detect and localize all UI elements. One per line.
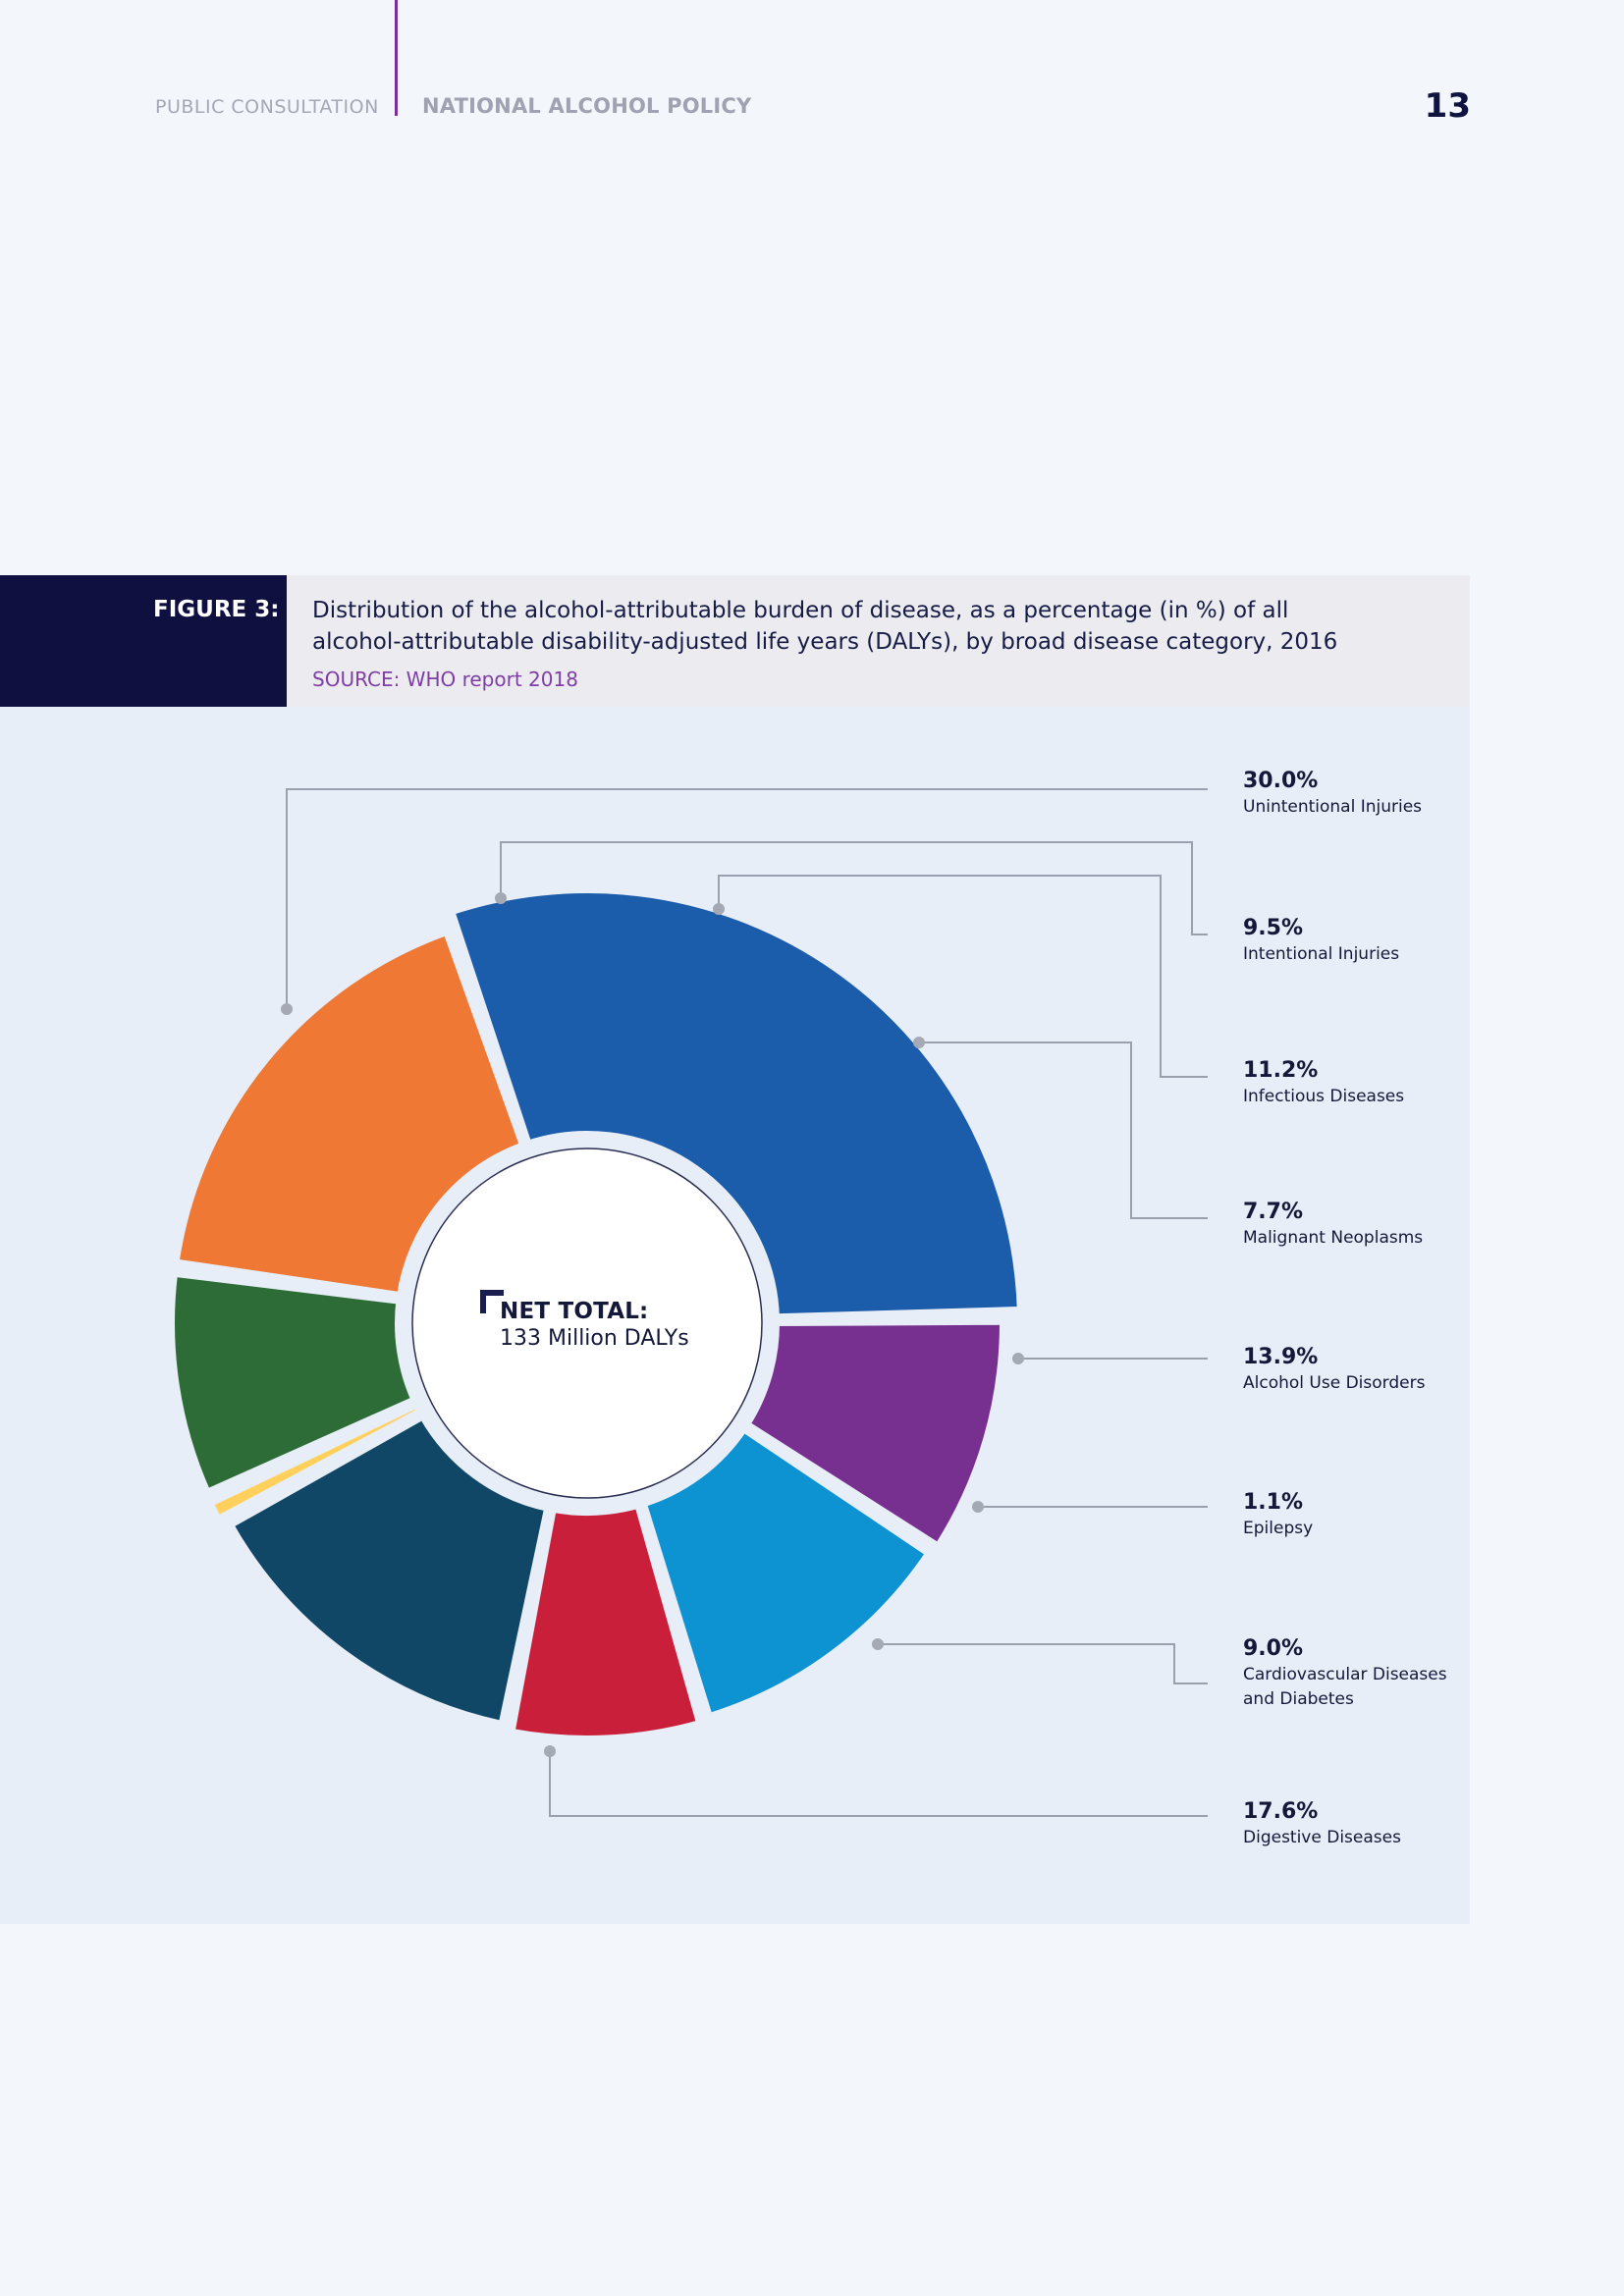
donut-slice-digestive-diseases xyxy=(171,927,528,1301)
legend-label: Digestive Diseases xyxy=(1243,1828,1401,1847)
donut-slice-epilepsy xyxy=(205,1400,425,1524)
leader-dot-malignant-neoplasms xyxy=(913,1037,925,1048)
legend-value: 9.5% xyxy=(1243,916,1304,940)
legend-item-unintentional-injuries: 30.0% Unintentional Injuries xyxy=(1243,768,1469,820)
legend-item-infectious-diseases: 11.2% Infectious Diseases xyxy=(1243,1057,1469,1109)
leader-line-unintentional-injuries xyxy=(286,788,1208,1009)
leader-line-intentional-injuries xyxy=(500,841,1208,935)
legend-label: Intentional Injuries xyxy=(1243,944,1400,964)
legend-value: 11.2% xyxy=(1243,1058,1319,1083)
legend-label: Alcohol Use Disorders xyxy=(1243,1373,1426,1393)
leader-line-malignant-neoplasms xyxy=(919,1041,1208,1219)
legend-label: Unintentional Injuries xyxy=(1243,797,1423,817)
donut-center-circle xyxy=(411,1148,763,1499)
legend-item-intentional-injuries: 9.5% Intentional Injuries xyxy=(1243,915,1469,967)
figure-label: FIGURE 3: xyxy=(153,597,280,622)
leader-dot-alcohol-use-disorders xyxy=(1012,1353,1024,1364)
leader-dot-intentional-injuries xyxy=(495,892,507,904)
legend-label: Malignant Neoplasms xyxy=(1243,1228,1424,1248)
donut-chart xyxy=(167,788,1208,1817)
donut-slice-infectious-diseases xyxy=(638,1424,934,1722)
legend-value: 1.1% xyxy=(1243,1490,1304,1515)
legend-item-cardiovascular-diseases-and-diabetes: 9.0% Cardiovascular Diseases and Diabetes xyxy=(1243,1635,1469,1712)
leader-dot-cardiovascular-diseases-and-diabetes xyxy=(872,1638,884,1650)
donut-slice-malignant-neoplasms xyxy=(507,1500,705,1743)
legend-item-alcohol-use-disorders: 13.9% Alcohol Use Disorders xyxy=(1243,1344,1469,1396)
leader-line-digestive-diseases xyxy=(549,1751,1208,1817)
leader-dot-epilepsy xyxy=(972,1501,984,1513)
legend-value: 7.7% xyxy=(1243,1200,1304,1224)
center-corner-mark xyxy=(480,1290,504,1313)
donut-slice-cardiovascular-diseases-and-diabetes xyxy=(167,1268,419,1497)
leader-dot-unintentional-injuries xyxy=(281,1003,293,1015)
leader-dot-infectious-diseases xyxy=(713,903,725,915)
legend-label: Cardiovascular Diseases and Diabetes xyxy=(1243,1665,1447,1709)
center-label: NET TOTAL: 133 Million DALYs xyxy=(480,1290,689,1353)
legend-item-digestive-diseases: 17.6% Digestive Diseases xyxy=(1243,1798,1469,1850)
legend-value: 13.9% xyxy=(1243,1345,1319,1369)
legend-label: Infectious Diseases xyxy=(1243,1087,1405,1106)
donut-slice-alcohol-use-disorders xyxy=(225,1412,553,1729)
center-value: 133 Million DALYs xyxy=(500,1326,689,1351)
figure-caption: Distribution of the alcohol-attributable… xyxy=(312,595,1441,658)
donut-slice-intentional-injuries xyxy=(741,1316,1007,1551)
header-divider xyxy=(395,0,398,116)
legend-value: 17.6% xyxy=(1243,1799,1319,1824)
legend-item-epilepsy: 1.1% Epilepsy xyxy=(1243,1489,1469,1541)
figure-tag: FIGURE 3: xyxy=(0,575,287,707)
legend-label: Epilepsy xyxy=(1243,1519,1314,1538)
header-title: NATIONAL ALCOHOL POLICY xyxy=(422,94,752,118)
donut-slice-unintentional-injuries xyxy=(447,885,1025,1322)
page-number: 13 xyxy=(1424,86,1471,126)
legend-value: 30.0% xyxy=(1243,769,1319,793)
legend-value: 9.0% xyxy=(1243,1636,1304,1661)
leader-dot-digestive-diseases xyxy=(544,1745,556,1757)
leader-line-cardiovascular-diseases-and-diabetes xyxy=(878,1643,1208,1684)
leader-line-infectious-diseases xyxy=(718,875,1208,1078)
figure-caption-line-1: Distribution of the alcohol-attributable… xyxy=(312,598,1289,623)
center-title: NET TOTAL: xyxy=(500,1299,649,1324)
figure-header: FIGURE 3: Distribution of the alcohol-at… xyxy=(0,575,1470,707)
legend-item-malignant-neoplasms: 7.7% Malignant Neoplasms xyxy=(1243,1199,1469,1251)
header-left: PUBLIC CONSULTATION xyxy=(155,96,379,118)
figure-source: SOURCE: WHO report 2018 xyxy=(312,667,578,691)
figure-caption-line-2: alcohol-attributable disability-adjusted… xyxy=(312,629,1338,655)
